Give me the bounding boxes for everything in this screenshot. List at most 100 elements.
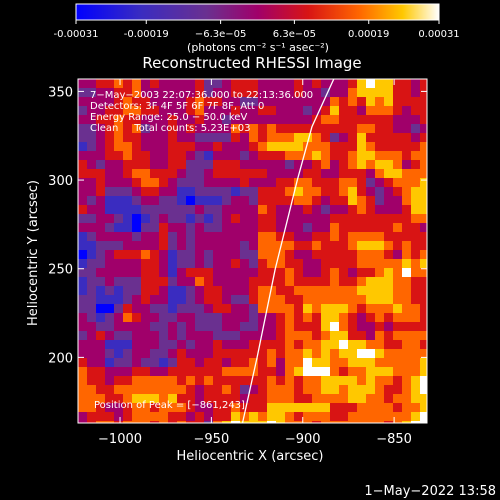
heatmap-cell — [375, 133, 385, 143]
heatmap-cell — [339, 331, 349, 341]
heatmap-cell — [402, 196, 412, 206]
heatmap-cell — [276, 385, 286, 395]
heatmap-cell — [402, 205, 412, 215]
heatmap-cell — [420, 259, 427, 269]
heatmap-cell — [240, 376, 250, 386]
heatmap-cell — [303, 232, 313, 242]
heatmap-cell — [276, 277, 286, 287]
heatmap-cell — [114, 358, 124, 368]
heatmap-cell — [222, 268, 232, 278]
heatmap-cell — [168, 340, 178, 350]
heatmap-cell — [375, 250, 385, 260]
heatmap-cell — [357, 97, 367, 107]
heatmap-cell — [186, 331, 196, 341]
heatmap-cell — [375, 286, 385, 296]
plot-area — [78, 79, 427, 423]
heatmap-cell — [303, 259, 313, 269]
heatmap-cell — [150, 160, 160, 170]
footer-timestamp: 1−May−2022 13:58 — [364, 484, 496, 499]
heatmap-cell — [249, 322, 259, 332]
heatmap-cell — [204, 412, 214, 422]
heatmap-cell — [402, 79, 412, 89]
heatmap-cell — [141, 241, 151, 251]
heatmap-cell — [285, 133, 295, 143]
heatmap-cell — [222, 115, 232, 125]
heatmap-cell — [204, 259, 214, 269]
heatmap-cell — [312, 124, 322, 134]
heatmap-cell — [141, 151, 151, 161]
heatmap-cell — [114, 385, 124, 395]
heatmap-cell — [150, 196, 160, 206]
heatmap-cell — [303, 250, 313, 260]
heatmap-cell — [411, 79, 421, 89]
heatmap-cell — [87, 124, 97, 134]
heatmap-cell — [87, 106, 97, 116]
heatmap-cell — [393, 295, 403, 305]
heatmap-cell — [186, 250, 196, 260]
heatmap-cell — [168, 151, 178, 161]
heatmap-cell — [375, 367, 385, 377]
heatmap-cell — [330, 88, 340, 98]
heatmap-cell — [357, 268, 367, 278]
heatmap-cell — [213, 214, 223, 224]
heatmap-cell — [276, 223, 286, 233]
heatmap-cell — [195, 151, 205, 161]
heatmap-cell — [321, 322, 331, 332]
heatmap-cell — [204, 106, 214, 116]
heatmap-cell — [177, 250, 187, 260]
heatmap-cell — [375, 277, 385, 287]
heatmap-cell — [240, 223, 250, 233]
heatmap-cell — [240, 214, 250, 224]
heatmap-cell — [96, 223, 106, 233]
heatmap-cell — [213, 376, 223, 386]
heatmap-cell — [159, 88, 169, 98]
heatmap-cell — [411, 115, 421, 125]
heatmap-cell — [249, 358, 259, 368]
heatmap-cell — [150, 178, 160, 188]
heatmap-cell — [276, 394, 286, 404]
heatmap-cell — [132, 205, 142, 215]
heatmap-cell — [294, 340, 304, 350]
heatmap-cell — [294, 124, 304, 134]
heatmap-cell — [249, 115, 259, 125]
heatmap-cell — [366, 187, 376, 197]
heatmap-cell — [186, 142, 196, 152]
heatmap-cell — [213, 196, 223, 206]
heatmap-cell — [402, 241, 412, 251]
heatmap-cell — [222, 205, 232, 215]
heatmap-cell — [204, 331, 214, 341]
heatmap-cell — [384, 358, 394, 368]
heatmap-cell — [348, 421, 358, 423]
heatmap-cell — [267, 124, 277, 134]
heatmap-cell — [267, 205, 277, 215]
heatmap-cell — [114, 196, 124, 206]
heatmap-cell — [123, 241, 133, 251]
heatmap-cell — [222, 88, 232, 98]
heatmap-cell — [402, 340, 412, 350]
heatmap-cell — [348, 376, 358, 386]
heatmap-cell — [78, 322, 88, 332]
heatmap-cell — [213, 286, 223, 296]
heatmap-cell — [321, 358, 331, 368]
heatmap-cell — [231, 169, 241, 179]
heatmap-cell — [276, 304, 286, 314]
heatmap-cell — [249, 79, 259, 89]
heatmap-cell — [213, 79, 223, 89]
heatmap-cell — [357, 358, 367, 368]
heatmap-cell — [357, 223, 367, 233]
heatmap-cell — [186, 403, 196, 413]
heatmap-cell — [231, 331, 241, 341]
heatmap-cell — [114, 349, 124, 359]
heatmap-cell — [258, 142, 268, 152]
heatmap-cell — [186, 133, 196, 143]
heatmap-cell — [303, 358, 313, 368]
heatmap-cell — [348, 133, 358, 143]
heatmap-cell — [357, 349, 367, 359]
heatmap-cell — [96, 124, 106, 134]
heatmap-cell — [177, 403, 187, 413]
heatmap-cell — [123, 250, 133, 260]
x-tick-label: −850 — [376, 432, 412, 447]
heatmap-cell — [303, 151, 313, 161]
heatmap-cell — [240, 394, 250, 404]
heatmap-cell — [375, 88, 385, 98]
